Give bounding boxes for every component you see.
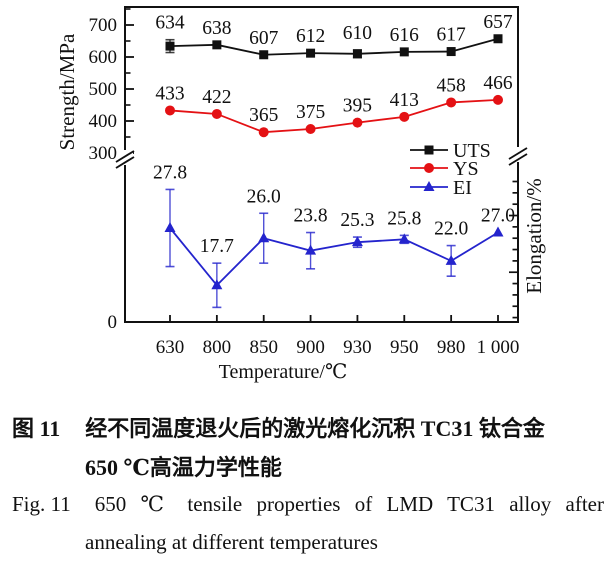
figure-number-en: Fig. 11 (12, 492, 71, 516)
ys-marker (305, 124, 316, 134)
legend-label-ei: EI (453, 177, 472, 199)
y-axis-title-left: Strength/MPa (55, 33, 79, 150)
x-axis-tick-label: 950 (390, 337, 419, 358)
right-axis-break-slash (508, 153, 528, 166)
ei-value-label: 23.8 (294, 206, 328, 227)
ei-value-label: 27.0 (481, 206, 515, 227)
tensile-properties-chart: 700 600 500 400 300 0 630 800 850 900 930 950 980 1 0… (55, 6, 546, 383)
x-axis-tick-label: 800 (203, 337, 232, 358)
x-axis-tick-label: 980 (437, 337, 466, 358)
caption-zh-line2: 650 ℃高温力学性能 (85, 455, 282, 480)
ei-marker (164, 222, 176, 232)
caption-en-line2: annealing at different temperatures (85, 530, 378, 554)
uts-value-label: 610 (343, 23, 372, 44)
uts-marker (165, 41, 175, 51)
legend-marker-ei (423, 181, 435, 191)
ei-value-label: 17.7 (200, 236, 234, 257)
uts-line (169, 37, 499, 56)
ys-value-label: 466 (483, 73, 513, 94)
ys-line (169, 98, 499, 134)
uts-marker (446, 47, 456, 57)
uts-marker (259, 50, 269, 60)
ys-value-label: 365 (249, 105, 278, 126)
x-axis-tick-label: 630 (156, 337, 185, 358)
uts-value-label: 616 (390, 25, 420, 46)
left-axis-tick-label: 600 (89, 47, 118, 68)
uts-value-label: 612 (296, 26, 325, 47)
uts-marker (212, 40, 222, 50)
caption-en-line1: Fig. 11 650 ℃ tensile properties of LMD … (12, 492, 604, 517)
legend-marker-ys (424, 163, 434, 173)
ei-marker (305, 244, 317, 255)
ys-marker (492, 94, 503, 105)
ei-line (169, 227, 499, 287)
ei-marker (445, 254, 457, 265)
ei-value-label: 25.3 (340, 210, 374, 231)
ys-marker (165, 105, 175, 116)
legend-label-ys: YS (453, 158, 479, 180)
left-axis-tick-label: 500 (89, 79, 118, 100)
ys-marker (446, 97, 457, 108)
uts-value-label: 657 (483, 12, 513, 33)
left-axis-break-slash (115, 156, 135, 169)
ei-value-label: 22.0 (434, 219, 468, 240)
legend-label-uts: UTS (453, 140, 491, 162)
ys-value-label: 413 (390, 90, 419, 111)
ys-value-label: 422 (202, 87, 231, 108)
left-axis-tick-label: 700 (89, 15, 118, 36)
uts-value-label: 634 (155, 13, 185, 34)
uts-value-label: 617 (437, 25, 467, 46)
ei-marker (258, 232, 270, 243)
ys-value-label: 395 (343, 96, 372, 117)
x-axis-tick-label: 900 (296, 337, 325, 358)
left-axis-tick-label: 300 (89, 143, 118, 164)
right-axis-break-slash (508, 147, 528, 160)
left-axis-break-slash (115, 150, 135, 163)
left-axis-zero-label: 0 (108, 312, 118, 333)
ei-value-label: 27.8 (153, 162, 187, 183)
ei-marker (492, 226, 504, 237)
figure-number-zh: 图 11 (12, 416, 61, 441)
ei-marker (351, 236, 363, 247)
x-axis-tick-label: 850 (249, 337, 278, 358)
ys-marker (352, 117, 363, 128)
ei-value-label: 25.8 (387, 208, 421, 229)
ys-marker (399, 111, 410, 122)
caption-zh-text: 经不同温度退火后的激光熔化沉积 TC31 钛合金 (85, 416, 545, 441)
ei-marker (398, 233, 410, 244)
uts-marker (352, 49, 362, 59)
x-axis-title: Temperature/℃ (219, 361, 348, 383)
legend-marker-uts (424, 145, 434, 155)
ys-marker (258, 127, 269, 138)
ys-value-label: 375 (296, 102, 325, 123)
ys-value-label: 458 (437, 75, 466, 96)
ys-marker (211, 108, 222, 119)
uts-marker (399, 47, 409, 57)
x-axis-tick-label: 1 000 (477, 337, 520, 358)
left-axis-tick-label: 400 (89, 111, 118, 132)
uts-value-label: 638 (202, 18, 231, 39)
ei-value-label: 26.0 (247, 186, 281, 207)
caption-en-text: 650 ℃ tensile properties of LMD TC31 all… (94, 492, 604, 516)
caption-zh-line1: 图 11 经不同温度退火后的激光熔化沉积 TC31 钛合金 (12, 411, 545, 443)
y-axis-title-right: Elongation/% (522, 178, 546, 293)
x-axis-tick-label: 930 (343, 337, 372, 358)
uts-value-label: 607 (249, 28, 279, 49)
ei-marker (211, 279, 223, 290)
uts-marker (493, 34, 503, 44)
uts-marker (306, 48, 316, 58)
ys-value-label: 433 (155, 83, 184, 104)
